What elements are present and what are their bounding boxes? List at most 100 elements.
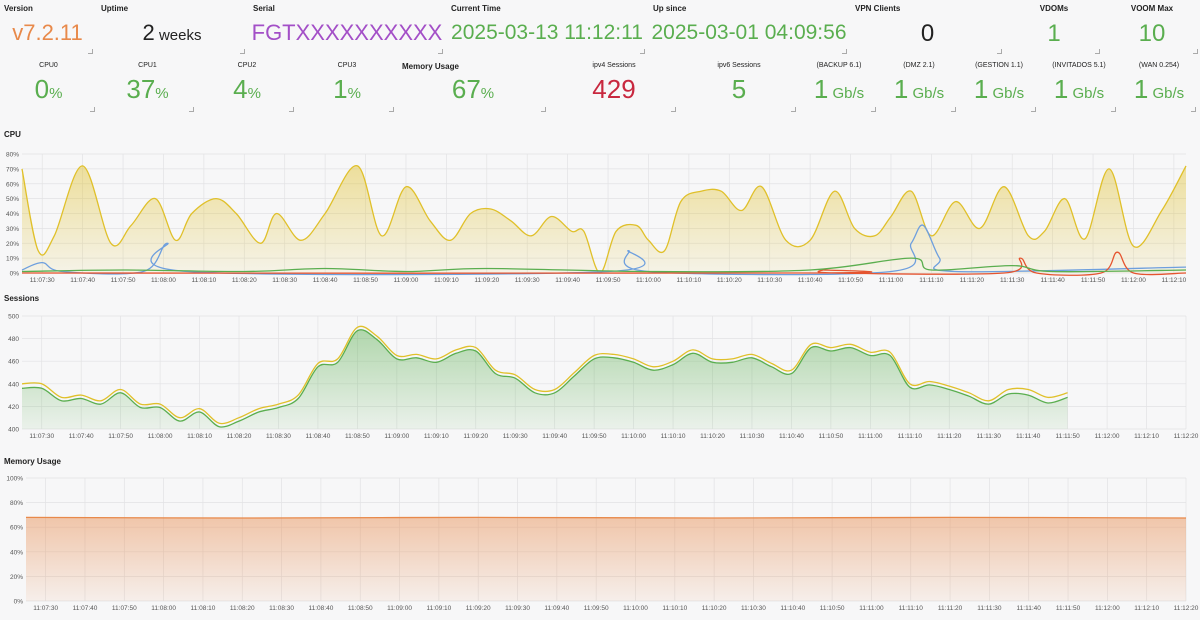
memory-usage-number: 67 xyxy=(451,74,481,104)
cpu-x-tick-label: 11:11:00 xyxy=(879,277,904,284)
cpu-x-tick-label: 11:07:30 xyxy=(30,277,55,284)
memory-x-tick-label: 11:08:10 xyxy=(191,605,216,612)
serial-stat-panel: Serial FGTXXXXXXXXXX xyxy=(249,0,445,56)
resize-handle-icon[interactable] xyxy=(90,107,95,112)
gestion-value: 1 Gb/s xyxy=(960,76,1038,102)
cpu-y-tick-label: 30% xyxy=(6,226,19,233)
sessions-x-tick-label: 11:10:10 xyxy=(661,433,686,440)
resize-handle-icon[interactable] xyxy=(88,49,93,54)
vdoms-title: VDOMs xyxy=(1039,4,1069,13)
sessions-axes: 400 420 440 460 480 500 11:07:30 11:07:40 11:07:… xyxy=(8,314,1199,441)
cpu3-value: 1% xyxy=(298,76,396,102)
vpn-clients-stat-panel: VPN Clients 0 xyxy=(851,0,1004,56)
memory-usage-title: Memory Usage xyxy=(402,62,459,71)
resize-handle-icon[interactable] xyxy=(997,49,1002,54)
resize-handle-icon[interactable] xyxy=(1191,107,1196,112)
sessions-y-tick-label: 500 xyxy=(8,314,19,321)
memory-y-tick-label: 80% xyxy=(10,500,23,507)
cpu1-title: CPU1 xyxy=(138,62,157,69)
version-value: v7.2.11 xyxy=(0,22,95,44)
memory-x-tick-label: 11:09:20 xyxy=(466,605,491,612)
memory-axes: 0% 20% 40% 60% 80% 100% 11:07:30 11:07:40 11:07:… xyxy=(6,476,1198,613)
ipv4-sessions-stat-panel: ipv4 Sessions 429 xyxy=(550,58,678,114)
resize-handle-icon[interactable] xyxy=(842,49,847,54)
resize-handle-icon[interactable] xyxy=(189,107,194,112)
cpu-x-tick-label: 11:08:00 xyxy=(151,277,176,284)
resize-handle-icon[interactable] xyxy=(1111,107,1116,112)
cpu-series-3-line xyxy=(21,257,1187,273)
sessions-y-tick-label: 480 xyxy=(8,336,19,343)
cpu-x-tick-label: 11:08:30 xyxy=(272,277,297,284)
dmz-stat-panel: (DMZ 2.1) 1 Gb/s xyxy=(880,58,958,114)
vdom-max-number: 10 xyxy=(1138,20,1166,47)
resize-handle-icon[interactable] xyxy=(640,49,645,54)
memory-x-tick-label: 11:08:00 xyxy=(151,605,176,612)
cpu-x-tick-label: 11:09:10 xyxy=(434,277,459,284)
sessions-x-tick-label: 11:10:20 xyxy=(700,433,725,440)
resize-handle-icon[interactable] xyxy=(240,49,245,54)
sessions-x-tick-label: 11:10:40 xyxy=(779,433,804,440)
sessions-x-tick-label: 11:08:10 xyxy=(187,433,212,440)
cpu-x-tick-label: 11:10:40 xyxy=(798,277,823,284)
sessions-series-1-area xyxy=(22,329,1068,429)
current-time-title: Current Time xyxy=(451,4,501,13)
vdom-max-title: VOOM Max xyxy=(1130,4,1174,13)
sessions-chart: 400 420 440 460 480 500 11:07:30 11:07:40 11:07:… xyxy=(8,314,1199,441)
memory-x-tick-label: 11:08:20 xyxy=(230,605,255,612)
gestion-stat-panel: (GESTION 1.1) 1 Gb/s xyxy=(960,58,1038,114)
resize-handle-icon[interactable] xyxy=(1095,49,1100,54)
memory-x-tick-label: 11:08:40 xyxy=(309,605,334,612)
cpu-x-tick-label: 11:09:20 xyxy=(474,277,499,284)
version-number: v7.2.11 xyxy=(12,20,83,45)
cpu-x-tick-label: 11:10:10 xyxy=(676,277,701,284)
uptime-title: Uptime xyxy=(101,4,129,13)
cpu-x-tick-label: 11:12:10 xyxy=(1161,277,1186,284)
cpu0-number: 0 xyxy=(34,74,50,104)
sessions-x-tick-label: 11:07:40 xyxy=(69,433,94,440)
vdoms-stat-panel: VDOMs 1 xyxy=(1006,0,1102,56)
backup-value: 1 Gb/s xyxy=(800,76,878,102)
sessions-y-tick-label: 420 xyxy=(8,404,19,411)
ipv4-sessions-title: ipv4 Sessions xyxy=(592,62,636,69)
resize-handle-icon[interactable] xyxy=(1193,49,1198,54)
resize-handle-icon[interactable] xyxy=(389,107,394,112)
wan-value: 1 Gb/s xyxy=(1120,76,1198,102)
vpn-clients-value: 0 xyxy=(851,22,1004,46)
resize-handle-icon[interactable] xyxy=(289,107,294,112)
resize-handle-icon[interactable] xyxy=(541,107,546,112)
serial-number: FGTXXXXXXXXXX xyxy=(251,20,443,45)
uptime-value: 2 weeks xyxy=(97,22,247,44)
resize-handle-icon[interactable] xyxy=(438,49,443,54)
dmz-unit: Gb/s xyxy=(908,85,945,102)
cpu3-unit: % xyxy=(347,85,361,102)
memory-y-tick-label: 60% xyxy=(10,525,23,532)
sessions-x-tick-label: 11:09:20 xyxy=(463,433,488,440)
memory-usage-stat-panel: Memory Usage 67% xyxy=(398,58,548,114)
resize-handle-icon[interactable] xyxy=(791,107,796,112)
cpu-x-tick-label: 11:08:10 xyxy=(191,277,216,284)
sessions-x-tick-label: 11:11:10 xyxy=(898,433,923,440)
resize-handle-icon[interactable] xyxy=(951,107,956,112)
cpu-x-tick-label: 11:11:50 xyxy=(1081,277,1106,284)
memory-x-tick-label: 11:10:00 xyxy=(623,605,648,612)
sessions-x-tick-label: 11:07:50 xyxy=(108,433,133,440)
cpu-y-tick-label: 0% xyxy=(10,271,20,278)
memory-y-tick-label: 20% xyxy=(10,574,23,581)
cpu-x-tick-label: 11:09:30 xyxy=(515,277,540,284)
sessions-x-tick-label: 11:09:30 xyxy=(503,433,528,440)
vdoms-number: 1 xyxy=(1047,20,1061,47)
sessions-x-tick-label: 11:09:40 xyxy=(542,433,567,440)
cpu-x-tick-label: 11:07:40 xyxy=(70,277,95,284)
sessions-x-tick-label: 11:11:50 xyxy=(1055,433,1080,440)
vpn-clients-number: 0 xyxy=(920,20,935,47)
resize-handle-icon[interactable] xyxy=(871,107,876,112)
cpu-x-tick-label: 11:09:00 xyxy=(394,277,419,284)
cpu-x-tick-label: 11:09:50 xyxy=(596,277,621,284)
invitados-stat-panel: (INVITADOS 5.1) 1 Gb/s xyxy=(1040,58,1118,114)
resize-handle-icon[interactable] xyxy=(1031,107,1036,112)
memory-usage-value: 67% xyxy=(398,76,548,102)
resize-handle-icon[interactable] xyxy=(671,107,676,112)
cpu-x-tick-label: 11:11:40 xyxy=(1040,277,1065,284)
memory-x-tick-label: 11:12:00 xyxy=(1095,605,1120,612)
sessions-x-tick-label: 11:09:10 xyxy=(424,433,449,440)
